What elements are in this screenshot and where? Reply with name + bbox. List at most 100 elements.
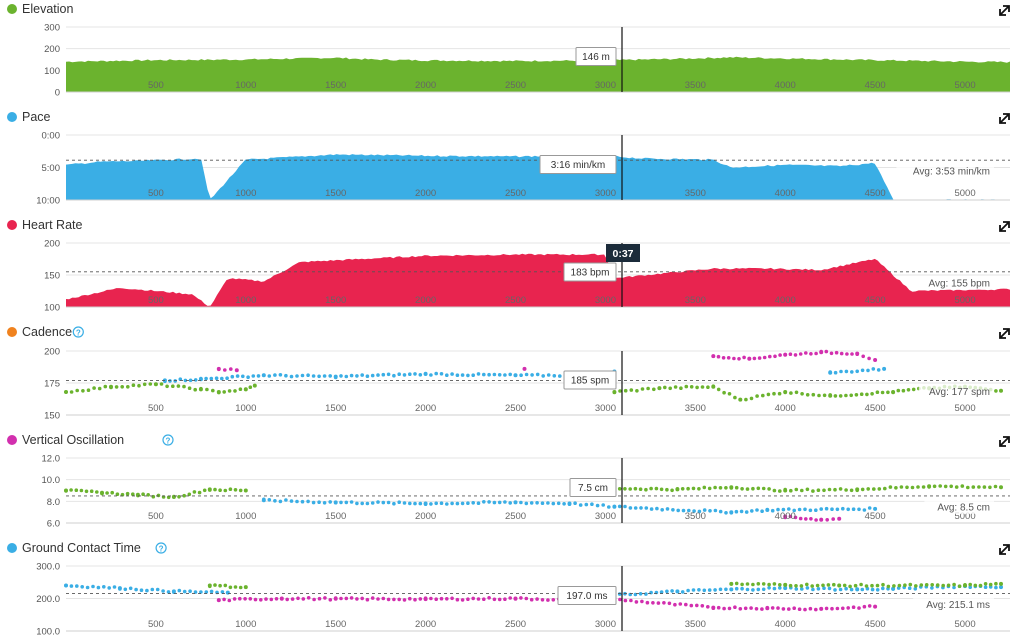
vertical-oscillation-point [535, 501, 539, 505]
ground-contact-time-point [713, 588, 717, 592]
ground-contact-time-point [815, 583, 820, 588]
vertical-oscillation-point [182, 493, 186, 498]
vertical-oscillation-point [767, 487, 771, 491]
cadence-point [817, 393, 821, 398]
vertical-oscillation-point [202, 488, 207, 493]
cadence-point [173, 379, 177, 383]
vertical-oscillation-point [862, 508, 867, 512]
vertical-oscillation-point [713, 485, 717, 490]
pace-expand-icon[interactable] [999, 113, 1010, 124]
ground-contact-time-point [213, 583, 217, 587]
cadence-point [126, 385, 130, 389]
vertical-oscillation-help-icon[interactable]: ? [162, 434, 174, 446]
ground-contact-time-point [306, 596, 311, 600]
cadence-point [168, 379, 172, 383]
cadence-point [81, 389, 85, 393]
ground-contact-time-help-icon[interactable]: ? [155, 542, 167, 554]
vertical-oscillation-point [644, 487, 648, 492]
vertical-oscillation-point [702, 485, 707, 490]
ground-contact-time-expand-icon[interactable] [999, 544, 1010, 555]
vertical-oscillation-point [584, 502, 589, 507]
cadence-point [261, 373, 266, 378]
cadence-point [402, 373, 407, 377]
cadence-point [711, 354, 716, 359]
cadence-point [788, 352, 793, 357]
pace-x-tick: 3500 [685, 188, 706, 199]
cadence-point [251, 374, 256, 378]
cadence-point [861, 354, 865, 359]
ground-contact-time-point [952, 582, 956, 587]
ground-contact-time-point [765, 606, 770, 611]
cadence-point [355, 374, 359, 378]
vertical-oscillation-point [966, 485, 970, 490]
elevation-expand-icon[interactable] [999, 5, 1010, 16]
vertical-oscillation-point [562, 502, 566, 506]
ground-contact-time-point [233, 585, 238, 589]
ground-contact-time-point [822, 586, 826, 590]
ground-contact-time-point [716, 605, 721, 610]
vertical-oscillation-point [392, 501, 396, 506]
ground-contact-time-point [718, 587, 723, 592]
vertical-oscillation-point [376, 500, 380, 504]
cadence-point [159, 382, 164, 386]
vertical-oscillation-point [649, 486, 653, 491]
vertical-oscillation-point [665, 507, 670, 511]
heart-rate-legend-dot [7, 220, 17, 230]
cadence-point [204, 376, 208, 381]
ground-contact-time-point [171, 589, 176, 594]
ground-contact-time-point [248, 597, 253, 601]
ground-contact-time-point [983, 582, 988, 586]
cadence-help-icon[interactable]: ? [72, 326, 84, 338]
elevation-title: Elevation [22, 2, 73, 16]
ground-contact-time-point [800, 587, 804, 591]
heart-rate-expand-icon[interactable] [999, 221, 1010, 232]
cadence-point [811, 392, 816, 397]
cadence-point [794, 390, 799, 395]
cadence-point [267, 374, 272, 378]
vertical-oscillation-point [691, 486, 696, 491]
cadence-point [386, 372, 391, 377]
ground-contact-time-point [819, 606, 824, 611]
vertical-oscillation-point [783, 514, 788, 519]
ground-contact-time-point [551, 598, 556, 602]
vertical-oscillation-expand-icon[interactable] [999, 436, 1010, 447]
vertical-oscillation-point [429, 502, 433, 506]
ground-contact-time-point [952, 585, 956, 590]
cadence-point [120, 385, 124, 389]
cadence-point [657, 386, 662, 391]
cadence-point [176, 384, 181, 388]
cadence-avg-label: Avg: 177 spm [929, 387, 990, 398]
vertical-oscillation-hover-box [569, 478, 617, 497]
ground-contact-time-point [745, 587, 750, 592]
cadence-point [844, 393, 848, 398]
ground-contact-time-point [85, 585, 90, 590]
cadence-point [339, 374, 343, 378]
cadence-point [870, 392, 874, 396]
ground-contact-time-point [924, 583, 929, 587]
vertical-oscillation-point [151, 494, 156, 499]
ground-contact-time-point [680, 590, 685, 594]
cadence-point [726, 356, 731, 360]
ground-contact-time-point [873, 604, 878, 609]
cadence-point [183, 378, 188, 383]
ground-contact-time-point [841, 606, 845, 611]
vertical-oscillation-point [546, 501, 550, 505]
ground-contact-time-point [155, 587, 160, 592]
cadence-point [413, 372, 417, 376]
vertical-oscillation-point [311, 500, 316, 505]
vertical-oscillation-point [751, 486, 755, 491]
ground-contact-time-point [865, 586, 870, 591]
cadence-point [629, 388, 634, 392]
elevation-y-tick: 0 [55, 88, 60, 99]
cadence-point [223, 368, 227, 372]
cadence-point [798, 352, 803, 356]
ground-contact-time-point [328, 598, 333, 602]
cadence-point [652, 387, 656, 392]
ground-contact-time-avg-label-bg [913, 597, 994, 612]
cadence-series-green [64, 382, 1003, 402]
cadence-expand-icon[interactable] [999, 328, 1010, 339]
ground-contact-time-x-tick: 2000 [415, 619, 436, 630]
ground-contact-time-point [770, 606, 775, 610]
ground-contact-time-point [466, 597, 470, 601]
vertical-oscillation-point [857, 507, 861, 512]
